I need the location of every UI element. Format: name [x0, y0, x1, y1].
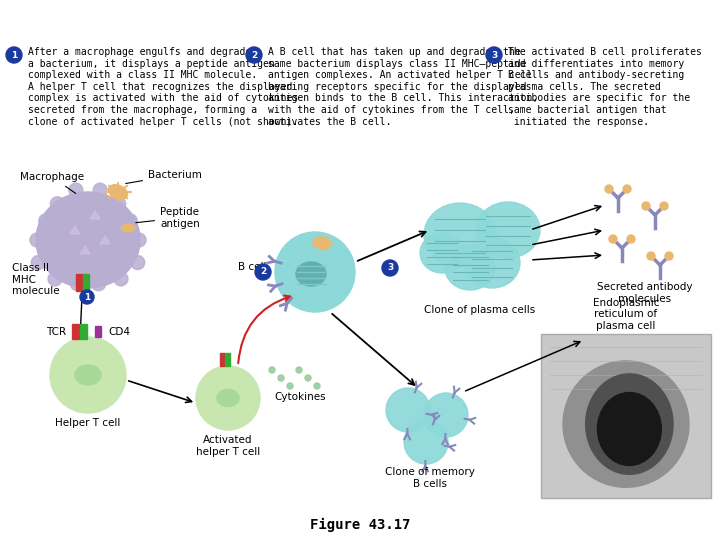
Circle shape: [382, 260, 398, 276]
Ellipse shape: [39, 214, 53, 228]
Circle shape: [424, 393, 468, 437]
Circle shape: [623, 185, 631, 193]
Circle shape: [6, 47, 22, 63]
Ellipse shape: [131, 255, 145, 269]
Ellipse shape: [314, 237, 330, 249]
Text: Class II
MHC
molecule: Class II MHC molecule: [12, 263, 60, 296]
Circle shape: [296, 367, 302, 373]
Circle shape: [305, 375, 311, 381]
Ellipse shape: [112, 197, 126, 211]
Circle shape: [314, 383, 320, 389]
Circle shape: [404, 420, 448, 464]
Ellipse shape: [30, 233, 44, 247]
Polygon shape: [90, 211, 100, 219]
Text: Macrophage: Macrophage: [20, 172, 84, 193]
Text: 2: 2: [251, 51, 257, 59]
FancyBboxPatch shape: [84, 274, 89, 292]
Polygon shape: [70, 226, 80, 234]
Text: B cell: B cell: [238, 262, 267, 272]
Polygon shape: [100, 236, 110, 244]
FancyBboxPatch shape: [220, 354, 225, 367]
Ellipse shape: [420, 233, 464, 273]
Ellipse shape: [563, 361, 689, 487]
Circle shape: [665, 252, 673, 260]
FancyBboxPatch shape: [225, 354, 230, 367]
Text: After a macrophage engulfs and degrades
a bacterium, it displays a peptide antig: After a macrophage engulfs and degrades …: [28, 47, 298, 126]
Ellipse shape: [296, 262, 326, 286]
Text: Activated
helper T cell: Activated helper T cell: [196, 435, 260, 457]
Ellipse shape: [93, 183, 107, 197]
Circle shape: [627, 235, 635, 243]
Ellipse shape: [424, 203, 496, 267]
Text: 3: 3: [491, 51, 497, 59]
Text: Helper T cell: Helper T cell: [55, 418, 121, 428]
Circle shape: [660, 202, 668, 210]
Text: Clone of plasma cells: Clone of plasma cells: [424, 305, 536, 315]
Text: 2: 2: [260, 267, 266, 276]
Circle shape: [287, 383, 293, 389]
Ellipse shape: [71, 276, 84, 291]
Text: Figure 43.17: Figure 43.17: [310, 518, 410, 532]
Ellipse shape: [132, 233, 146, 247]
Text: CD4: CD4: [108, 327, 130, 337]
Text: 1: 1: [84, 293, 90, 301]
Text: 3: 3: [387, 264, 393, 273]
Circle shape: [50, 337, 126, 413]
Text: Secreted antibody
molecules: Secreted antibody molecules: [598, 282, 693, 303]
Ellipse shape: [50, 197, 64, 211]
Text: Clone of memory
B cells: Clone of memory B cells: [385, 467, 475, 489]
Circle shape: [647, 252, 655, 260]
Text: Peptide
antigen: Peptide antigen: [136, 207, 199, 228]
Circle shape: [80, 290, 94, 304]
Text: Cytokines: Cytokines: [274, 392, 326, 402]
Circle shape: [605, 185, 613, 193]
Ellipse shape: [445, 246, 495, 290]
Circle shape: [386, 388, 430, 432]
Ellipse shape: [31, 255, 45, 269]
Circle shape: [196, 366, 260, 430]
Circle shape: [269, 367, 275, 373]
Ellipse shape: [598, 393, 661, 465]
Circle shape: [278, 375, 284, 381]
Circle shape: [642, 202, 650, 210]
Text: A B cell that has taken up and degraded the
same bacterium displays class II MHC: A B cell that has taken up and degraded …: [268, 47, 539, 126]
Ellipse shape: [464, 238, 520, 288]
Ellipse shape: [217, 389, 239, 407]
FancyBboxPatch shape: [541, 334, 711, 498]
Ellipse shape: [114, 272, 128, 286]
Ellipse shape: [69, 183, 83, 197]
FancyBboxPatch shape: [81, 325, 88, 340]
Circle shape: [275, 232, 355, 312]
Circle shape: [246, 47, 262, 63]
Polygon shape: [80, 246, 90, 254]
Circle shape: [486, 47, 502, 63]
Ellipse shape: [585, 374, 673, 474]
Ellipse shape: [75, 365, 101, 385]
FancyBboxPatch shape: [96, 327, 102, 338]
Ellipse shape: [109, 185, 127, 199]
Circle shape: [609, 235, 617, 243]
Text: Endoplasmic
reticulum of
plasma cell: Endoplasmic reticulum of plasma cell: [593, 298, 660, 331]
Ellipse shape: [476, 202, 540, 258]
FancyBboxPatch shape: [76, 274, 83, 292]
Circle shape: [255, 264, 271, 280]
Ellipse shape: [123, 214, 138, 228]
Ellipse shape: [122, 224, 135, 232]
FancyBboxPatch shape: [73, 325, 79, 340]
Ellipse shape: [36, 192, 140, 288]
Ellipse shape: [91, 276, 106, 291]
Ellipse shape: [48, 272, 62, 286]
Text: Bacterium: Bacterium: [126, 170, 202, 184]
Text: TCR: TCR: [46, 327, 66, 337]
Text: 1: 1: [11, 51, 17, 59]
Text: The activated B cell proliferates
and differentiates into memory
B cells and ant: The activated B cell proliferates and di…: [508, 47, 702, 126]
